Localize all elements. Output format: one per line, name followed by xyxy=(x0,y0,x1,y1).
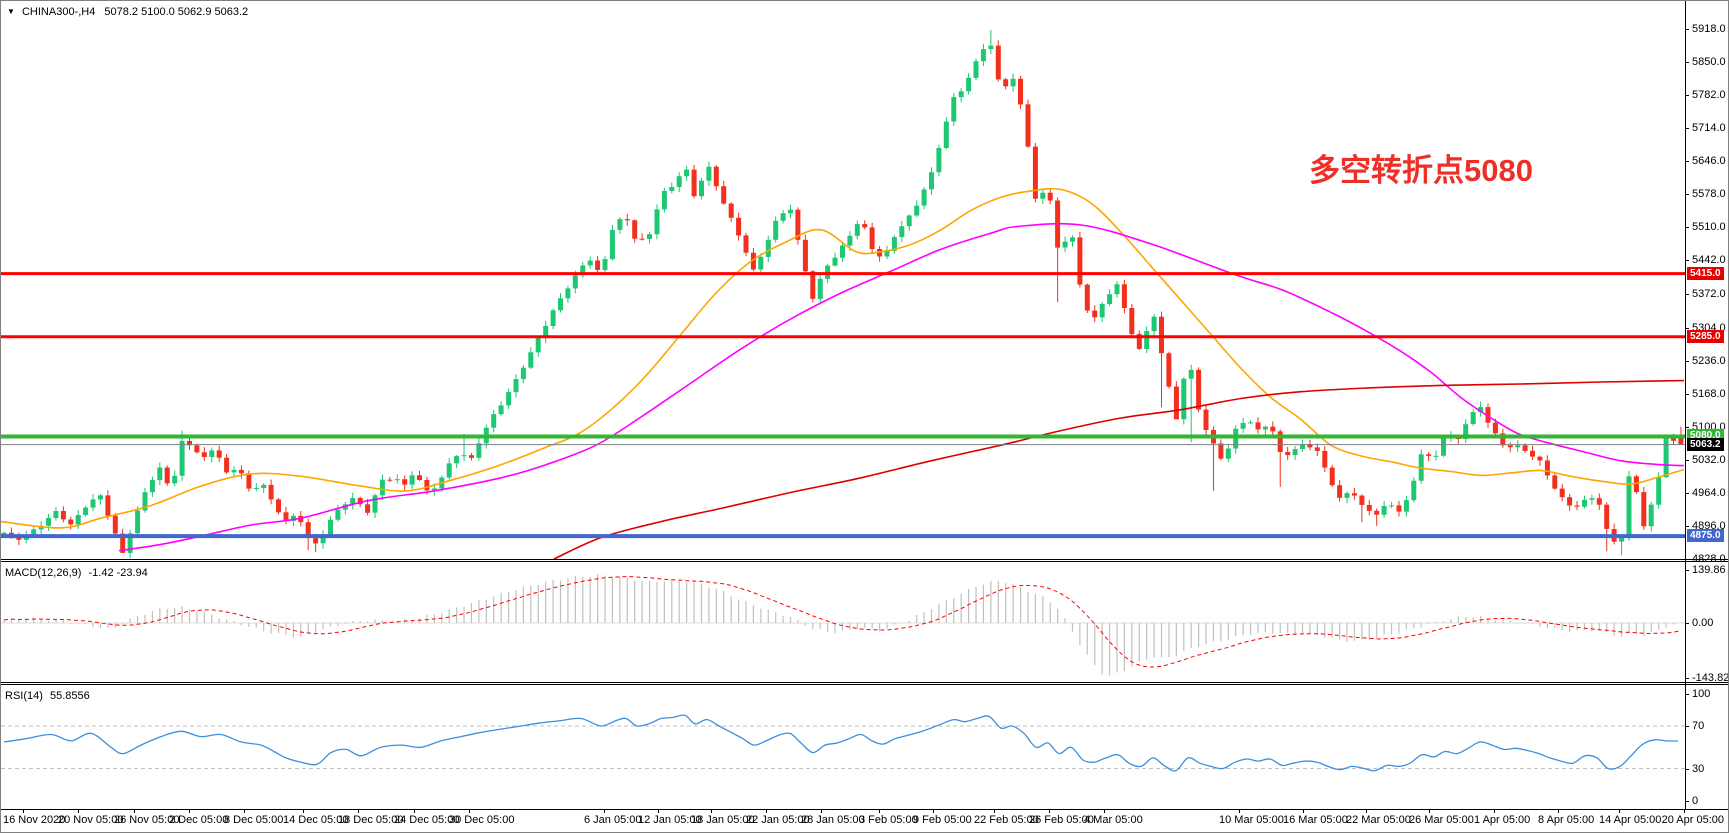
main-price-chart[interactable] xyxy=(1,4,1685,559)
price-badge-5063.2: 5063.2 xyxy=(1687,438,1724,451)
time-axis-label: 1 Apr 05:00 xyxy=(1474,814,1531,826)
price-axis-tick: 5850.0 xyxy=(1692,56,1726,68)
ma-line-slow-red xyxy=(553,379,1685,559)
time-axis-label: 3 Feb 05:00 xyxy=(859,814,918,826)
macd-axis-tick: -143.82 xyxy=(1692,672,1729,684)
time-axis-label: 20 Apr 05:00 xyxy=(1661,814,1724,826)
macd-histogram xyxy=(3,574,1682,676)
time-axis-label: 16 Nov 2020 xyxy=(3,814,66,826)
macd-header: MACD(12,26,9) -1.42 -23.94 xyxy=(5,567,148,579)
time-axis-label: 30 Dec 05:00 xyxy=(449,814,515,826)
price-axis-tick: 5372.0 xyxy=(1692,288,1726,300)
time-axis-label: 8 Dec 05:00 xyxy=(224,814,284,826)
rsi-axis-tick: 0 xyxy=(1692,795,1699,807)
time-axis-label: 18 Jan 05:00 xyxy=(691,814,755,826)
price-badge-4875.0: 4875.0 xyxy=(1687,529,1724,542)
time-axis-label: 6 Jan 05:00 xyxy=(584,814,642,826)
price-axis-tick: 5782.0 xyxy=(1692,89,1726,101)
rsi-header: RSI(14) 55.8556 xyxy=(5,690,90,702)
time-axis-label: 9 Feb 05:00 xyxy=(913,814,972,826)
macd-panel[interactable] xyxy=(1,562,1685,682)
price-axis-tick: 5918.0 xyxy=(1692,23,1726,35)
macd-signal-line xyxy=(3,576,1682,668)
time-axis-label: 22 Jan 05:00 xyxy=(746,814,810,826)
price-axis-tick: 5510.0 xyxy=(1692,221,1726,233)
price-axis-tick: 5168.0 xyxy=(1692,388,1726,400)
time-axis-label: 24 Dec 05:00 xyxy=(394,814,460,826)
rsi-axis-tick: 100 xyxy=(1692,688,1711,700)
rsi-axis-tick: 70 xyxy=(1692,720,1705,732)
price-badge-5415.0: 5415.0 xyxy=(1687,267,1724,280)
time-axis-label: 16 Mar 05:00 xyxy=(1283,814,1348,826)
price-axis-tick: 5714.0 xyxy=(1692,122,1726,134)
price-axis-tick: 5578.0 xyxy=(1692,188,1726,200)
time-axis-label: 26 Nov 05:00 xyxy=(114,814,180,826)
price-badge-5285.0: 5285.0 xyxy=(1687,330,1724,343)
rsi-title: RSI(14) xyxy=(5,690,43,702)
chart-text-annotation[interactable]: 多空转折点5080 xyxy=(1309,153,1533,188)
time-axis-label: 12 Jan 05:00 xyxy=(638,814,702,826)
rsi-line xyxy=(3,714,1679,772)
rsi-panel[interactable] xyxy=(1,685,1685,809)
macd-title: MACD(12,26,9) xyxy=(5,567,82,579)
rsi-value: 55.8556 xyxy=(49,690,90,702)
time-axis-label: 10 Mar 05:00 xyxy=(1219,814,1284,826)
time-axis-label: 26 Feb 05:00 xyxy=(1029,814,1094,826)
price-axis-tick: 5442.0 xyxy=(1692,254,1726,266)
ohlc-readout: 5078.2 5100.0 5062.9 5063.2 xyxy=(104,6,249,18)
time-axis-label: 26 Mar 05:00 xyxy=(1409,814,1474,826)
price-axis-tick: 5236.0 xyxy=(1692,355,1726,367)
ma-line-fast-orange xyxy=(1,187,1685,529)
price-axis-tick: 4828.0 xyxy=(1692,553,1726,565)
time-axis-label: 22 Feb 05:00 xyxy=(974,814,1039,826)
price-axis-tick: 5646.0 xyxy=(1692,155,1726,167)
time-axis-label: 28 Jan 05:00 xyxy=(801,814,865,826)
time-axis-label: 2 Dec 05:00 xyxy=(169,814,229,826)
time-axis-label: 8 Apr 05:00 xyxy=(1538,814,1595,826)
symbol-title: CHINA300-,H4 xyxy=(21,6,96,18)
symbol-header: ▼ CHINA300-,H4 5078.2 5100.0 5062.9 5063… xyxy=(7,6,248,18)
macd-values: -1.42 -23.94 xyxy=(88,567,148,579)
macd-axis-tick: 0.00 xyxy=(1692,617,1714,629)
time-axis-label: 14 Apr 05:00 xyxy=(1599,814,1662,826)
rsi-axis-tick: 30 xyxy=(1692,763,1705,775)
time-axis-label: 18 Dec 05:00 xyxy=(338,814,404,826)
symbol-dropdown-icon[interactable]: ▼ xyxy=(7,7,15,16)
price-axis-tick: 5032.0 xyxy=(1692,454,1726,466)
time-axis-label: 14 Dec 05:00 xyxy=(283,814,349,826)
candlestick-series xyxy=(1,30,1684,559)
time-axis-label: 22 Mar 05:00 xyxy=(1346,814,1411,826)
price-axis-divider xyxy=(1685,1,1686,809)
time-axis-label: 20 Nov 05:00 xyxy=(58,814,124,826)
ma-line-mid-magenta xyxy=(118,222,1685,552)
macd-axis-tick: 139.86 xyxy=(1692,564,1726,576)
time-axis-label: 4 Mar 05:00 xyxy=(1084,814,1143,826)
price-axis-tick: 4964.0 xyxy=(1692,487,1726,499)
